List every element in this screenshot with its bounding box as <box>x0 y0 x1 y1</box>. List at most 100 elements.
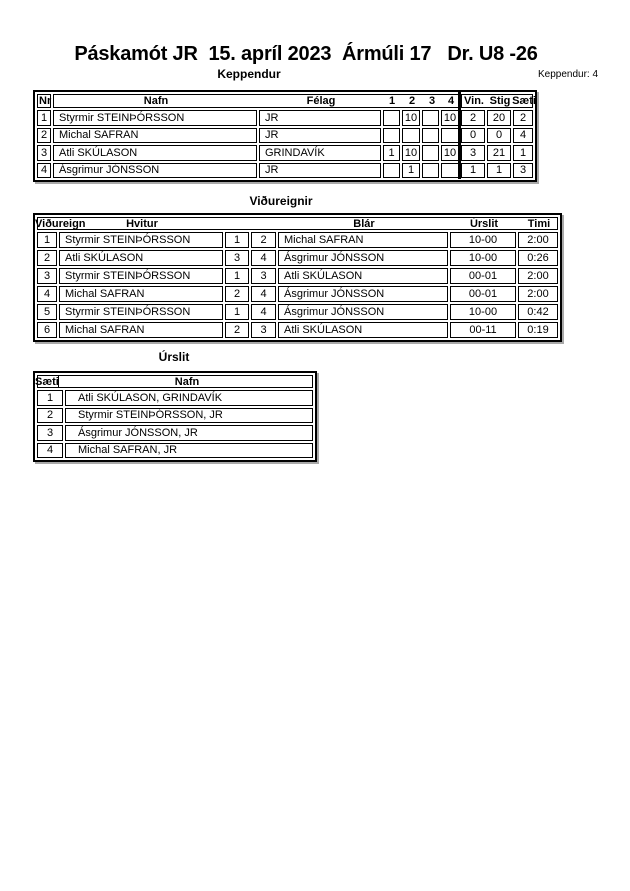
cell-vin: 3 <box>461 145 485 161</box>
cell-timi: 0:26 <box>518 250 558 266</box>
col-header-stig: Stig <box>489 95 511 107</box>
col-header-blar: Blár <box>353 217 375 230</box>
cell-match-nr: 4 <box>37 286 57 302</box>
cell-hvitur-nr: 2 <box>225 286 249 302</box>
cell-hvitur-name: Michal SAFRAN <box>59 286 223 302</box>
cell-round-4: 10 <box>441 145 459 161</box>
cell-round-2: 10 <box>402 145 420 161</box>
cell-nr: 2 <box>37 127 51 143</box>
col-header-nafn: Nafn <box>174 375 200 388</box>
table-row: 6 Michal SAFRAN 2 3 Atli SKÚLASON 00-11 0:19 <box>37 322 558 338</box>
table-row: 3 Styrmir STEINÞÓRSSON 1 3 Atli SKÚLASON 00-0… <box>37 268 558 284</box>
cell-hvitur-name: Atli SKÚLASON <box>59 250 223 266</box>
cell-round-4: 10 <box>441 110 459 126</box>
cell-nafn: Atli SKÚLASON <box>53 145 257 161</box>
cell-urslit: 00-11 <box>450 322 516 338</box>
cell-blar-nr: 3 <box>251 322 276 338</box>
urslit-rows: 1 Atli SKÚLASON, GRINDAVÍK 2 Styrmir STEINÞ… <box>37 390 313 458</box>
cell-nafn: Ásgrimur JÓNSSON, JR <box>65 425 313 441</box>
cell-felag: JR <box>259 127 381 143</box>
cell-urslit: 00-01 <box>450 286 516 302</box>
participants-count: Keppendur: 4 <box>538 69 599 80</box>
header-row: Viðureign Hvitur Blár Úrslit Timi <box>35 217 558 230</box>
cell-timi: 2:00 <box>518 232 558 248</box>
vidureignir-rows: 1 Styrmir STEINÞÓRSSON 1 2 Michal SAFRAN 10-0… <box>37 232 558 338</box>
cell-blar-name: Ásgrimur JÓNSSON <box>278 250 448 266</box>
cell-hvitur-name: Styrmir STEINÞÓRSSON <box>59 232 223 248</box>
col-header-vidureign: Viðureign <box>35 217 86 230</box>
table-row: 4 Michal SAFRAN 2 4 Ásgrimur JÓNSSON 00-01 2:0… <box>37 286 558 302</box>
cell-round-1 <box>383 162 400 178</box>
cell-round-3 <box>422 145 439 161</box>
cell-round-1: 1 <box>383 145 400 161</box>
col-header-hvitur: Hvitur <box>126 217 158 230</box>
cell-saeti: 4 <box>37 442 63 458</box>
cell-hvitur-name: Michal SAFRAN <box>59 322 223 338</box>
table-row: 4 Ásgrimur JÓNSSON JR 1 1 1 3 <box>37 162 533 178</box>
cell-blar-nr: 2 <box>251 232 276 248</box>
cell-blar-nr: 4 <box>251 304 276 320</box>
cell-felag: GRINDAVÍK <box>259 145 381 161</box>
col-header-vin: Vin. <box>464 95 484 107</box>
header-band: Viðureign Hvitur Blár Úrslit Timi <box>35 217 558 230</box>
cell-nafn: Styrmir STEINÞÓRSSON <box>53 110 257 126</box>
cell-blar-name: Ásgrimur JÓNSSON <box>278 286 448 302</box>
cell-match-nr: 2 <box>37 250 57 266</box>
cell-blar-nr: 4 <box>251 250 276 266</box>
cell-blar-name: Atli SKÚLASON <box>278 268 448 284</box>
cell-saeti: 1 <box>513 145 533 161</box>
section-heading-urslit: Úrslit <box>158 350 190 364</box>
cell-round-3 <box>422 162 439 178</box>
header-band-main: Nafn Félag 1 2 3 4 <box>53 94 459 108</box>
table-row: 1 Styrmir STEINÞÓRSSON 1 2 Michal SAFRAN 10-0… <box>37 232 558 248</box>
cell-hvitur-nr: 2 <box>225 322 249 338</box>
cell-nr: 3 <box>37 145 51 161</box>
col-header-round-4: 4 <box>447 95 455 107</box>
cell-blar-name: Atli SKÚLASON <box>278 322 448 338</box>
cell-hvitur-name: Styrmir STEINÞÓRSSON <box>59 304 223 320</box>
cell-round-1 <box>383 110 400 126</box>
col-header-round-1: 1 <box>388 95 396 107</box>
cell-saeti: 1 <box>37 390 63 406</box>
header-band-standings: Vin. Stig Sæti <box>461 94 536 108</box>
cell-urslit: 00-01 <box>450 268 516 284</box>
header-band: Sæti Nafn <box>35 375 313 388</box>
col-header-nafn: Nafn <box>143 95 169 107</box>
cell-timi: 2:00 <box>518 286 558 302</box>
header-row: Nr Nafn Félag 1 2 3 4 Vin. Stig Sæti <box>37 94 536 108</box>
cell-vin: 1 <box>461 162 485 178</box>
table-row: 2 Styrmir STEINÞÓRSSON, JR <box>37 407 313 423</box>
cell-urslit: 10-00 <box>450 232 516 248</box>
cell-round-3 <box>422 110 439 126</box>
col-header-round-2: 2 <box>408 95 416 107</box>
cell-felag: JR <box>259 110 381 126</box>
cell-timi: 2:00 <box>518 268 558 284</box>
cell-round-2 <box>402 127 420 143</box>
cell-blar-name: Ásgrimur JÓNSSON <box>278 304 448 320</box>
table-row: 3 Ásgrimur JÓNSSON, JR <box>37 425 313 441</box>
cell-blar-name: Michal SAFRAN <box>278 232 448 248</box>
col-header-round-3: 3 <box>428 95 436 107</box>
cell-stig: 21 <box>487 145 511 161</box>
col-header-saeti: Sæti <box>35 375 59 388</box>
cell-round-2: 10 <box>402 110 420 126</box>
cell-round-4 <box>441 162 459 178</box>
cell-felag: JR <box>259 162 381 178</box>
col-header-timi: Timi <box>527 217 551 230</box>
section-heading-vidureignir: Viðureignir <box>249 194 313 208</box>
cell-vin: 2 <box>461 110 485 126</box>
col-header-saeti: Sæti <box>512 95 536 107</box>
cell-vin: 0 <box>461 127 485 143</box>
cell-hvitur-nr: 3 <box>225 250 249 266</box>
cell-round-3 <box>422 127 439 143</box>
header-divider <box>58 375 59 388</box>
section-heading-keppendur: Keppendur <box>217 67 281 81</box>
cell-saeti: 3 <box>513 162 533 178</box>
cell-blar-nr: 3 <box>251 268 276 284</box>
cell-match-nr: 5 <box>37 304 57 320</box>
cell-match-nr: 3 <box>37 268 57 284</box>
table-row: 2 Atli SKÚLASON 3 4 Ásgrimur JÓNSSON 10-00 0:2… <box>37 250 558 266</box>
cell-stig: 20 <box>487 110 511 126</box>
col-header-urslit: Úrslit <box>469 217 499 230</box>
